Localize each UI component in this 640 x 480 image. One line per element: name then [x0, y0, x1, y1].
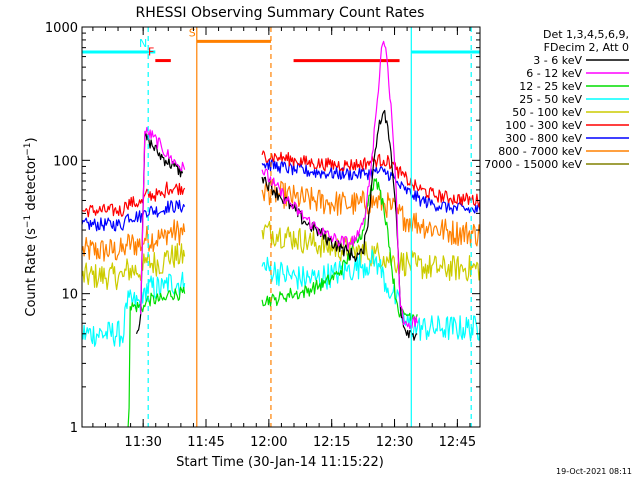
y-axis-label-part: −1 — [23, 215, 33, 228]
legend-label: 12 - 25 keV — [519, 80, 582, 93]
y-tick-label: 100 — [53, 154, 78, 169]
y-tick-label: 10 — [61, 288, 78, 303]
chart-title: RHESSI Observing Summary Count Rates — [136, 5, 425, 21]
series-line — [81, 243, 186, 291]
y-axis-label-part: −1 — [23, 142, 33, 155]
x-tick-label: 11:45 — [187, 435, 224, 450]
series-line — [81, 271, 186, 347]
x-axis-label: Start Time (30-Jan-14 11:15:22) — [176, 455, 384, 470]
y-axis-label: Count Rate (s−1 detector−1) — [23, 137, 39, 316]
x-tick-label: 12:45 — [439, 435, 476, 450]
legend-label: 50 - 100 keV — [512, 106, 582, 119]
series-line — [81, 199, 186, 232]
series-lines — [81, 40, 481, 428]
y-axis-label-part: ) — [24, 137, 39, 142]
y-tick-label: 1 — [70, 421, 78, 436]
legend-label: 7000 - 15000 keV — [484, 158, 582, 171]
series-line — [261, 220, 481, 282]
series-line — [81, 181, 186, 218]
legend-header-line: Det 1,3,4,5,6,9, — [543, 28, 629, 41]
series-line — [261, 178, 418, 322]
flag-lines: NF S — [82, 26, 480, 63]
legend-label: 800 - 7000 keV — [498, 145, 582, 158]
flag-label: N — [139, 37, 147, 50]
series-line — [81, 219, 186, 262]
plot-frame — [81, 26, 481, 428]
legend-label: 300 - 800 keV — [505, 132, 582, 145]
series-line — [261, 40, 418, 330]
footer-timestamp: 19-Oct-2021 08:11 — [556, 467, 632, 476]
series-line — [140, 126, 186, 315]
flag-label: F — [148, 46, 154, 59]
x-tick-label: 11:30 — [124, 435, 161, 450]
legend-label: 6 - 12 keV — [526, 67, 582, 80]
legend-label: 25 - 50 keV — [519, 93, 582, 106]
y-tick-label: 1000 — [45, 21, 78, 36]
legend-label: 3 - 6 keV — [533, 54, 582, 67]
y-axis: 1 10 100 1000 — [45, 21, 480, 436]
series-line — [127, 286, 186, 428]
attenuator-lines — [147, 27, 472, 427]
legend-label: 100 - 300 keV — [505, 119, 582, 132]
series-line — [261, 249, 481, 342]
flag-label: S — [189, 26, 196, 39]
y-axis-label-part: detector — [24, 155, 39, 215]
x-tick-label: 12:30 — [376, 435, 413, 450]
x-axis: 11:30 11:45 12:00 12:15 12:30 12:45 — [92, 27, 476, 450]
y-axis-label-part: Count Rate (s — [24, 228, 39, 317]
legend: Det 1,3,4,5,6,9, FDecim 2, Att 0 3 - 6 k… — [484, 28, 629, 171]
x-tick-label: 12:00 — [250, 435, 287, 450]
x-tick-label: 12:15 — [313, 435, 350, 450]
legend-header-line: FDecim 2, Att 0 — [544, 41, 629, 54]
